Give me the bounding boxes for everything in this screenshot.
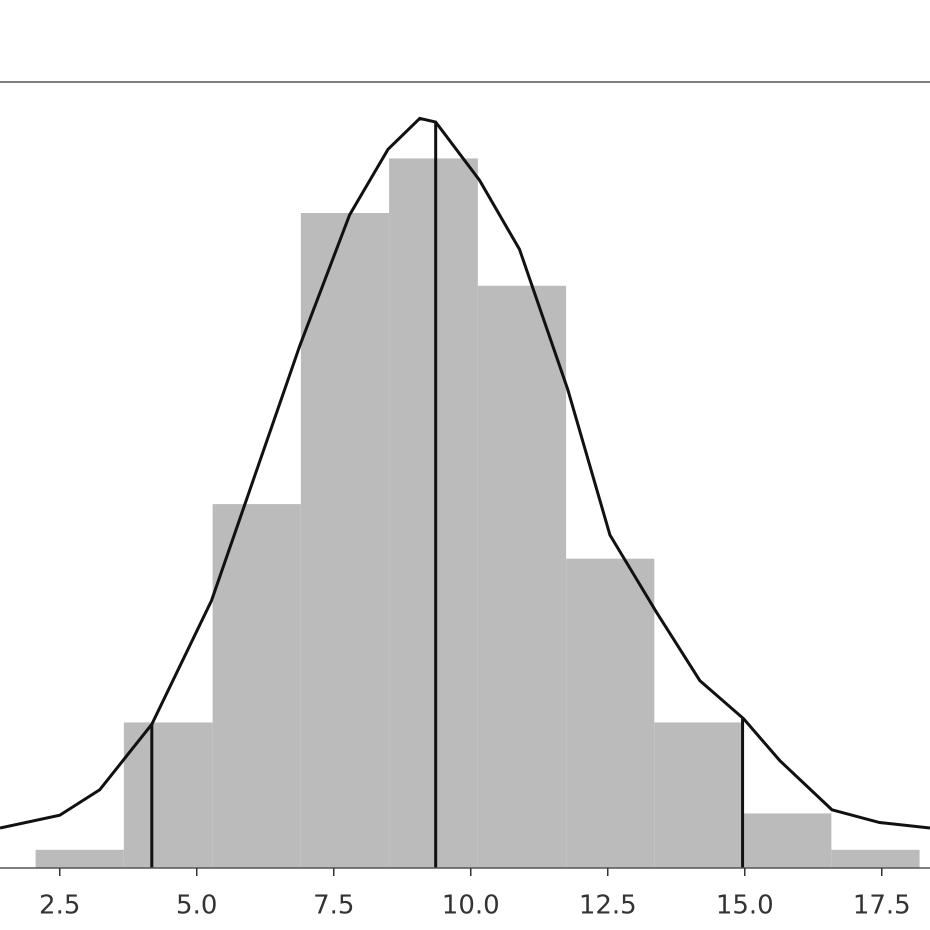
- x-tick-label: 17.5: [853, 891, 911, 921]
- bar: [300, 213, 390, 868]
- bar: [654, 722, 743, 868]
- kde-line: [0, 116, 930, 830]
- x-tick-label: 5.0: [176, 891, 217, 921]
- bar: [477, 285, 567, 868]
- x-tick-label: 2.5: [39, 891, 80, 921]
- x-tick-label: 7.5: [313, 891, 354, 921]
- bar: [389, 158, 478, 868]
- x-tick-label: 12.5: [579, 891, 637, 921]
- bar: [831, 849, 920, 868]
- bar: [742, 813, 832, 868]
- bar: [566, 558, 655, 868]
- x-tick-label: 15.0: [716, 891, 774, 921]
- x-tick-label: 10.0: [442, 891, 500, 921]
- bar: [123, 722, 213, 868]
- bar: [212, 504, 301, 868]
- bar: [35, 849, 124, 868]
